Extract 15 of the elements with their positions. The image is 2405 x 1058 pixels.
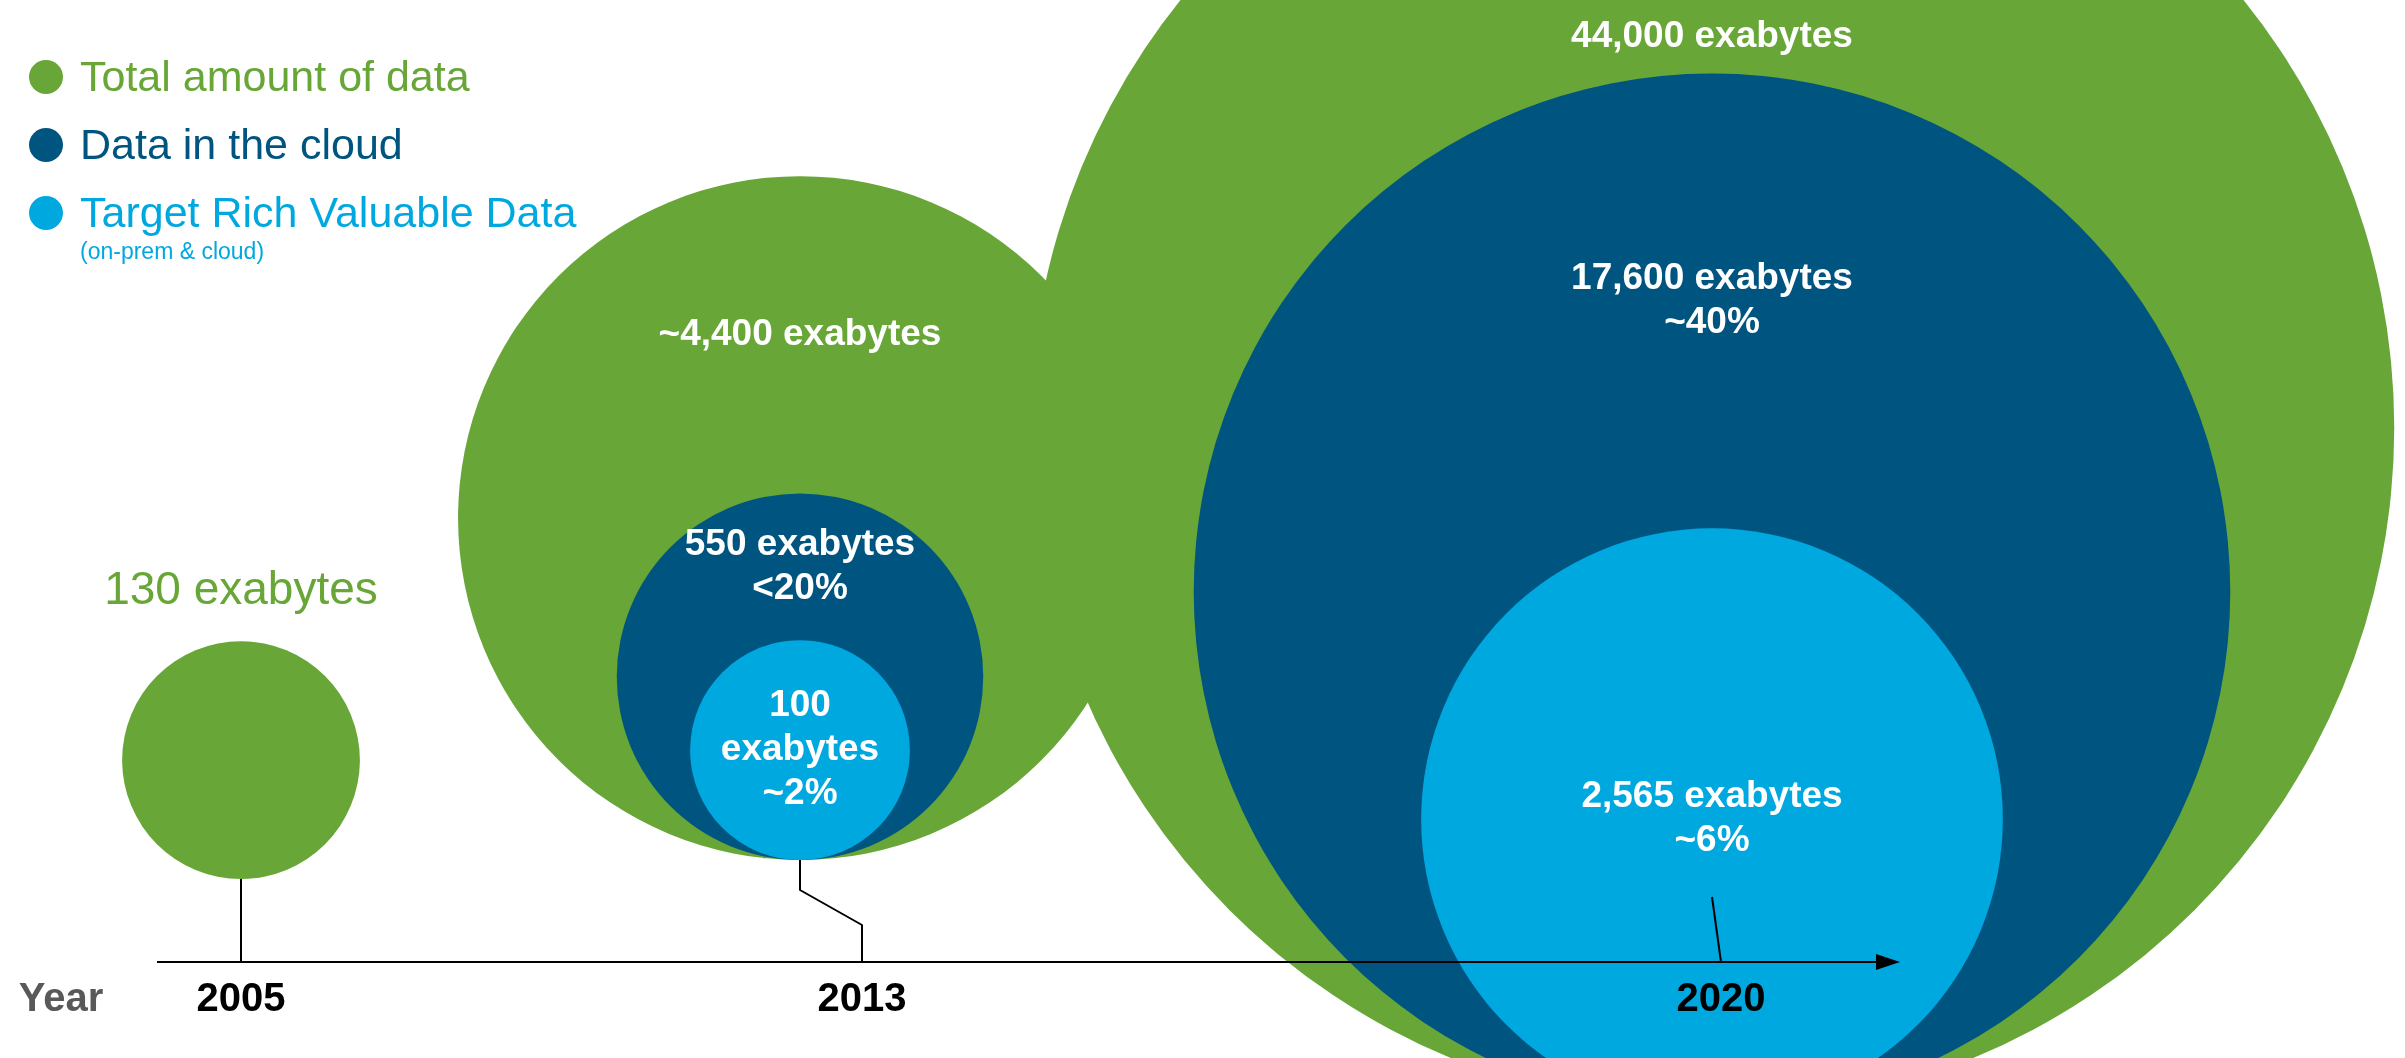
text: (on-prem & cloud) [80, 238, 265, 265]
data-label: 130 exabytes [104, 561, 378, 614]
category-label: 2013 [817, 975, 907, 1020]
data-label: ~4,400 exabytes [658, 312, 942, 354]
data-label: 550 exabytes <20% [684, 522, 916, 608]
legend-label: Target Rich Valuable Data [80, 187, 577, 236]
legend-label: Data in the cloud [80, 119, 403, 168]
data-label: 2,565 exabytes ~6% [1581, 774, 1843, 860]
category-label: 2020 [1676, 975, 1766, 1020]
legend-label: Total amount of data [80, 51, 470, 100]
text: Year [18, 975, 104, 1020]
data-label: 44,000 exabytes [1571, 13, 1853, 55]
category-label: 2005 [196, 975, 286, 1020]
data-label: 100 exabytes ~2% [720, 683, 880, 813]
data-label: 17,600 exabytes ~40% [1571, 256, 1853, 342]
